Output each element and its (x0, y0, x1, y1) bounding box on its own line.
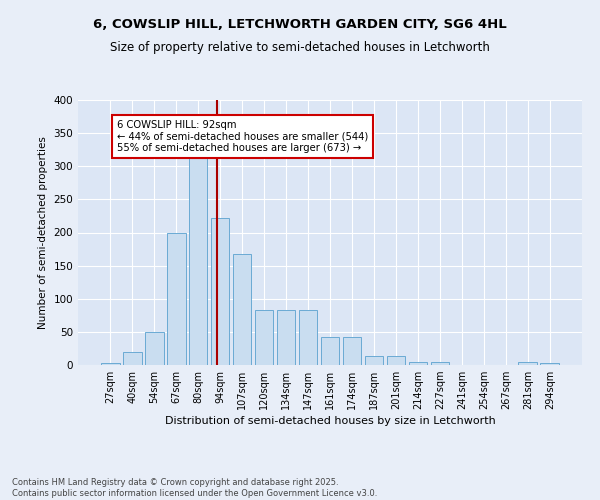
X-axis label: Distribution of semi-detached houses by size in Letchworth: Distribution of semi-detached houses by … (164, 416, 496, 426)
Bar (343, 337, 361, 365)
Bar (255, 310, 274, 365)
Y-axis label: Number of semi-detached properties: Number of semi-detached properties (38, 136, 48, 329)
Bar (123, 352, 142, 365)
Bar (365, 356, 383, 365)
Bar (386, 356, 405, 365)
Bar (299, 310, 317, 365)
Text: Contains HM Land Registry data © Crown copyright and database right 2025.
Contai: Contains HM Land Registry data © Crown c… (12, 478, 377, 498)
Bar (277, 310, 295, 365)
Bar (518, 362, 537, 365)
Text: 6, COWSLIP HILL, LETCHWORTH GARDEN CITY, SG6 4HL: 6, COWSLIP HILL, LETCHWORTH GARDEN CITY,… (93, 18, 507, 30)
Bar (431, 362, 449, 365)
Text: Size of property relative to semi-detached houses in Letchworth: Size of property relative to semi-detach… (110, 41, 490, 54)
Bar (320, 337, 340, 365)
Bar (101, 363, 119, 365)
Bar (233, 254, 251, 365)
Bar (145, 332, 164, 365)
Bar (167, 232, 185, 365)
Bar (541, 363, 559, 365)
Bar (409, 362, 427, 365)
Bar (189, 150, 208, 365)
Bar (211, 218, 229, 365)
Text: 6 COWSLIP HILL: 92sqm
← 44% of semi-detached houses are smaller (544)
55% of sem: 6 COWSLIP HILL: 92sqm ← 44% of semi-deta… (117, 120, 368, 153)
